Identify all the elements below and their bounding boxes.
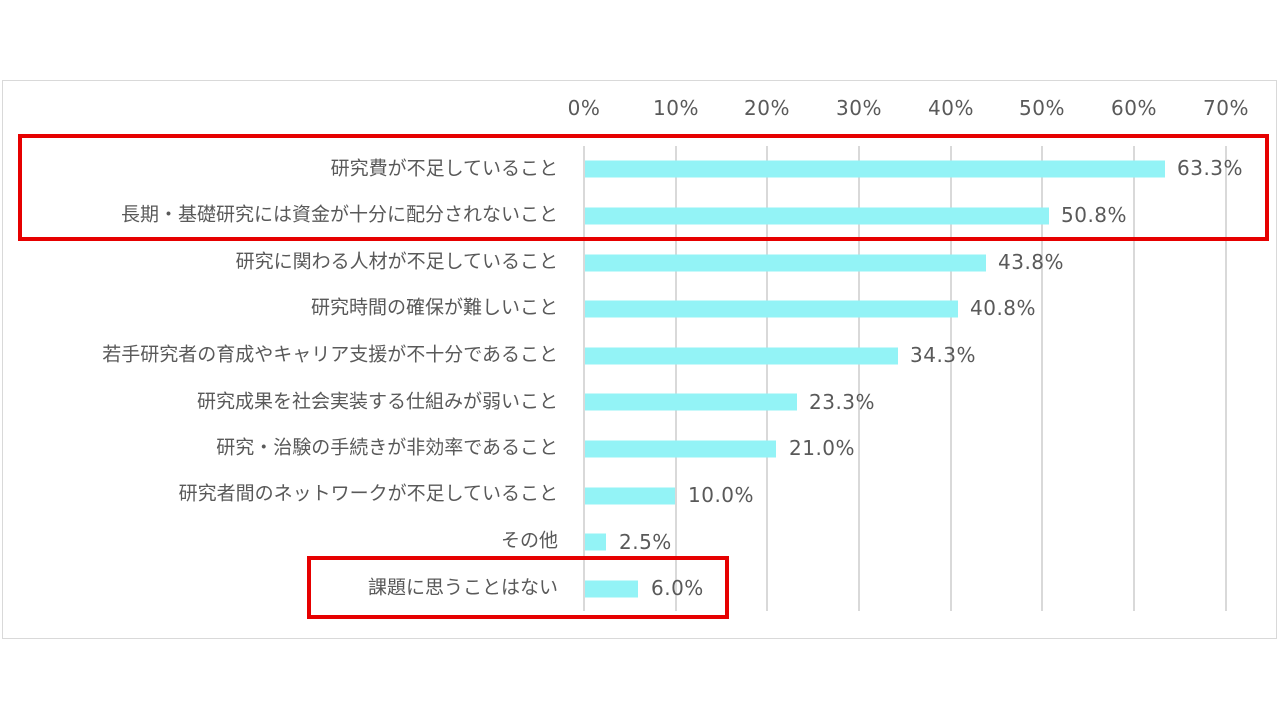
value-label: 10.0%	[688, 483, 755, 507]
bar	[585, 440, 776, 458]
bar	[585, 254, 986, 272]
x-tick-label: 30%	[836, 96, 882, 120]
value-label: 21.0%	[789, 436, 856, 460]
bar	[585, 487, 675, 505]
value-label: 63.3%	[1177, 156, 1244, 180]
gridline	[675, 146, 677, 611]
category-label: 研究に関わる人材が不足していること	[235, 250, 558, 273]
category-label: 長期・基礎研究には資金が十分に配分されないこと	[120, 203, 558, 226]
gridline	[1133, 146, 1135, 611]
bar	[585, 160, 1165, 178]
x-tick-label: 40%	[928, 96, 974, 120]
category-label: 若手研究者の育成やキャリア支援が不十分であること	[102, 343, 558, 366]
bar	[585, 347, 898, 365]
bar	[585, 533, 606, 551]
x-tick-label: 20%	[744, 96, 790, 120]
gridline	[583, 146, 585, 611]
gridline	[950, 146, 952, 611]
category-label: 研究成果を社会実装する仕組みが弱いこと	[196, 390, 558, 413]
gridline	[1041, 146, 1043, 611]
value-label: 34.3%	[910, 343, 977, 367]
value-label: 43.8%	[998, 250, 1065, 274]
x-tick-label: 70%	[1203, 96, 1249, 120]
x-tick-label: 50%	[1019, 96, 1065, 120]
x-tick-label: 60%	[1111, 96, 1157, 120]
category-label: 課題に思うことはない	[367, 576, 558, 599]
gridline	[766, 146, 768, 611]
value-label: 2.5%	[619, 530, 672, 554]
category-label: 研究者間のネットワークが不足していること	[178, 482, 558, 505]
category-label: 研究時間の確保が難しいこと	[310, 296, 558, 319]
x-tick-label: 0%	[567, 96, 601, 120]
bar	[585, 300, 958, 318]
value-label: 50.8%	[1061, 203, 1128, 227]
bar	[585, 580, 638, 598]
value-label: 23.3%	[809, 390, 876, 414]
bar	[585, 393, 797, 411]
gridline	[1225, 146, 1227, 611]
gridline	[858, 146, 860, 611]
value-label: 40.8%	[970, 296, 1037, 320]
value-label: 6.0%	[651, 576, 704, 600]
x-tick-label: 10%	[653, 96, 699, 120]
category-label: 研究費が不足していること	[330, 157, 558, 180]
category-label: 研究・治験の手続きが非効率であること	[216, 436, 558, 459]
category-label: その他	[500, 529, 558, 552]
bar	[585, 207, 1049, 225]
